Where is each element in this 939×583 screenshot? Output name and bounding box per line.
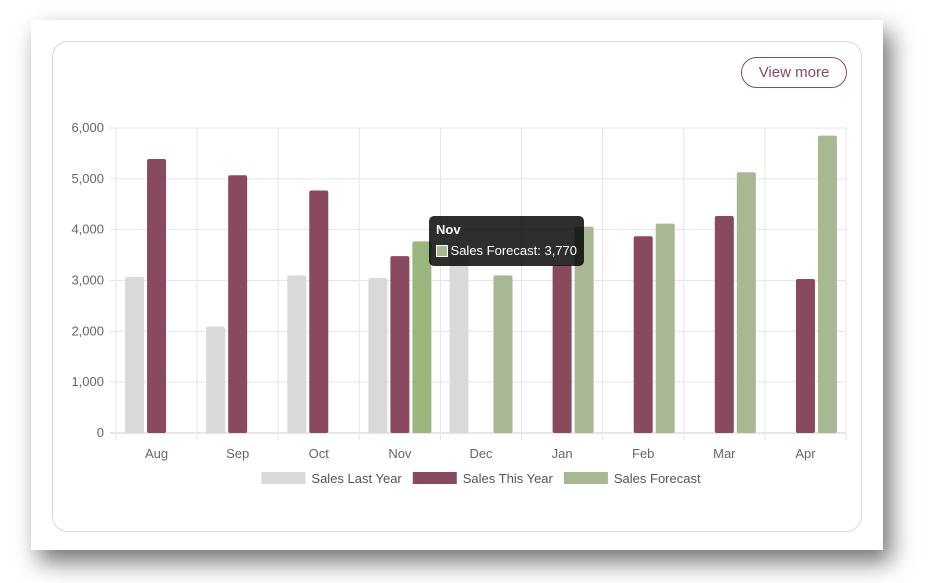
bar-sales-this-year-aug[interactable]	[147, 159, 167, 433]
tooltip-title: Nov	[436, 222, 461, 237]
legend-swatch-sales-this-year[interactable]	[412, 472, 457, 484]
legend-label[interactable]: Sales Last Year	[311, 471, 402, 486]
x-tick-label: Apr	[795, 446, 816, 461]
legend-swatch-sales-forecast[interactable]	[563, 472, 608, 484]
x-tick-label: Feb	[632, 446, 654, 461]
legend-label[interactable]: Sales This Year	[463, 471, 554, 486]
y-tick-label: 0	[97, 425, 104, 440]
y-tick-label: 6,000	[71, 120, 104, 135]
y-tick-label: 2,000	[71, 323, 104, 338]
bar-sales-this-year-sep[interactable]	[228, 175, 248, 433]
y-tick-label: 4,000	[71, 222, 104, 237]
bar-sales-forecast-apr[interactable]	[817, 135, 837, 433]
bar-sales-forecast-jan[interactable]	[574, 226, 594, 433]
bar-sales-last-year-aug[interactable]	[125, 276, 145, 433]
view-more-button[interactable]: View more	[741, 57, 847, 88]
chart-legend: Sales Last Year Sales This Year Sales Fore…	[261, 471, 701, 486]
y-tick-label: 5,000	[71, 171, 104, 186]
bar-sales-this-year-apr[interactable]	[795, 278, 815, 433]
legend-swatch-sales-last-year[interactable]	[261, 472, 306, 484]
x-tick-label: Nov	[388, 446, 412, 461]
bar-sales-this-year-jan[interactable]	[552, 265, 572, 433]
tooltip-row: Sales Forecast: 3,770	[436, 243, 577, 258]
bar-sales-forecast-feb[interactable]	[655, 223, 675, 433]
y-tick-label: 1,000	[71, 374, 104, 389]
bar-sales-this-year-mar[interactable]	[714, 215, 734, 433]
bar-sales-last-year-dec[interactable]	[449, 252, 469, 433]
bar-sales-forecast-dec[interactable]	[493, 275, 513, 433]
tooltip-label: Sales Forecast: 3,770	[450, 243, 577, 258]
bar-sales-forecast-mar[interactable]	[736, 172, 756, 433]
bar-sales-last-year-oct[interactable]	[287, 275, 307, 433]
chart-axes: 0 1,000 2,000 3,000 4,000 5,000 6,000 Aug Sep Oct…	[71, 120, 816, 461]
bar-sales-last-year-nov[interactable]	[368, 277, 388, 433]
x-tick-label: Sep	[226, 446, 249, 461]
x-tick-label: Oct	[309, 446, 330, 461]
legend-label[interactable]: Sales Forecast	[614, 471, 701, 486]
y-tick-label: 3,000	[71, 273, 104, 288]
tooltip-color-swatch	[436, 244, 448, 257]
bar-sales-this-year-feb[interactable]	[633, 236, 653, 433]
bar-sales-forecast-nov[interactable]	[412, 241, 432, 433]
x-tick-label: Mar	[713, 446, 736, 461]
chart-bars	[125, 135, 837, 433]
bar-sales-this-year-nov[interactable]	[390, 256, 410, 433]
x-tick-label: Jan	[552, 446, 573, 461]
x-tick-label: Dec	[469, 446, 493, 461]
bar-sales-last-year-sep[interactable]	[206, 326, 226, 433]
bar-sales-this-year-oct[interactable]	[309, 190, 329, 433]
chart-tooltip: Nov Sales Forecast: 3,770	[429, 216, 584, 266]
x-tick-label: Aug	[145, 446, 168, 461]
